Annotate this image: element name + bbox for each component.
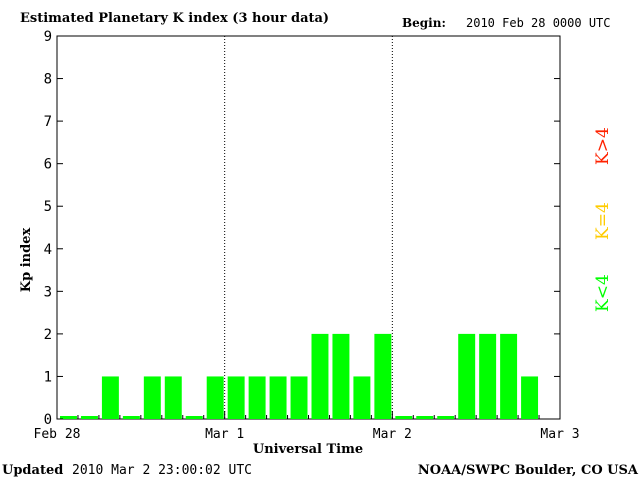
- kp-bar: [311, 333, 329, 419]
- x-axis-label: Universal Time: [253, 442, 363, 457]
- plot-area: 0 1 2 3 4 5 6 7 8 9 Feb 28 Mar 1 Mar 2 Mar 3: [34, 29, 580, 442]
- y-tick-label: 5: [44, 199, 52, 215]
- y-tick-label: 0: [44, 412, 52, 428]
- kp-bar: [269, 376, 287, 419]
- kp-bar: [521, 376, 539, 419]
- kp-bar: [332, 333, 350, 419]
- kp-bar: [164, 376, 182, 419]
- kp-bar: [353, 376, 371, 419]
- y-tick-label: 2: [44, 327, 52, 343]
- kp-bar: [227, 376, 245, 419]
- kp-bar: [60, 416, 77, 419]
- kp-bar: [122, 416, 140, 419]
- y-tick-label: 9: [44, 29, 52, 45]
- y-tick-label: 4: [44, 242, 52, 258]
- kp-bar: [416, 416, 434, 419]
- kp-bar: [185, 416, 203, 419]
- kp-bar: [395, 416, 413, 419]
- y-tick-label: 1: [44, 369, 52, 385]
- kp-bar: [248, 376, 266, 419]
- x-tick-label: Mar 1: [205, 427, 244, 442]
- kp-bar: [143, 376, 161, 419]
- kp-bar: [206, 376, 224, 419]
- kp-bar: [437, 416, 455, 419]
- x-tick-label: Mar 3: [540, 427, 579, 442]
- kp-bar: [290, 376, 308, 419]
- kp-bar: [80, 416, 98, 419]
- y-axis-label: Kp index: [19, 228, 34, 293]
- updated-value: 2010 Mar 2 23:00:02 UTC: [72, 463, 252, 478]
- kp-bar: [374, 333, 392, 419]
- kp-bar: [479, 333, 497, 419]
- legend-k-less-4: K<4: [593, 274, 613, 312]
- legend-k-equal-4: K=4: [593, 202, 613, 240]
- y-tick-label: 6: [44, 157, 52, 173]
- kp-bar: [458, 333, 476, 419]
- legend-k-greater-4: K>4: [593, 127, 613, 165]
- y-tick-label: 7: [44, 114, 52, 130]
- x-tick-label: Mar 2: [373, 427, 412, 442]
- begin-label: Begin:: [402, 16, 446, 30]
- y-tick-label: 8: [44, 72, 52, 88]
- kp-bar: [101, 376, 119, 419]
- updated-label: Updated: [2, 463, 63, 478]
- chart-title: Estimated Planetary K index (3 hour data…: [20, 11, 329, 26]
- begin-value: 2010 Feb 28 0000 UTC: [466, 16, 611, 30]
- credit-text: NOAA/SWPC Boulder, CO USA: [418, 463, 639, 478]
- kp-bar: [500, 333, 518, 419]
- y-tick-label: 3: [44, 284, 52, 300]
- x-tick-label: Feb 28: [34, 427, 81, 442]
